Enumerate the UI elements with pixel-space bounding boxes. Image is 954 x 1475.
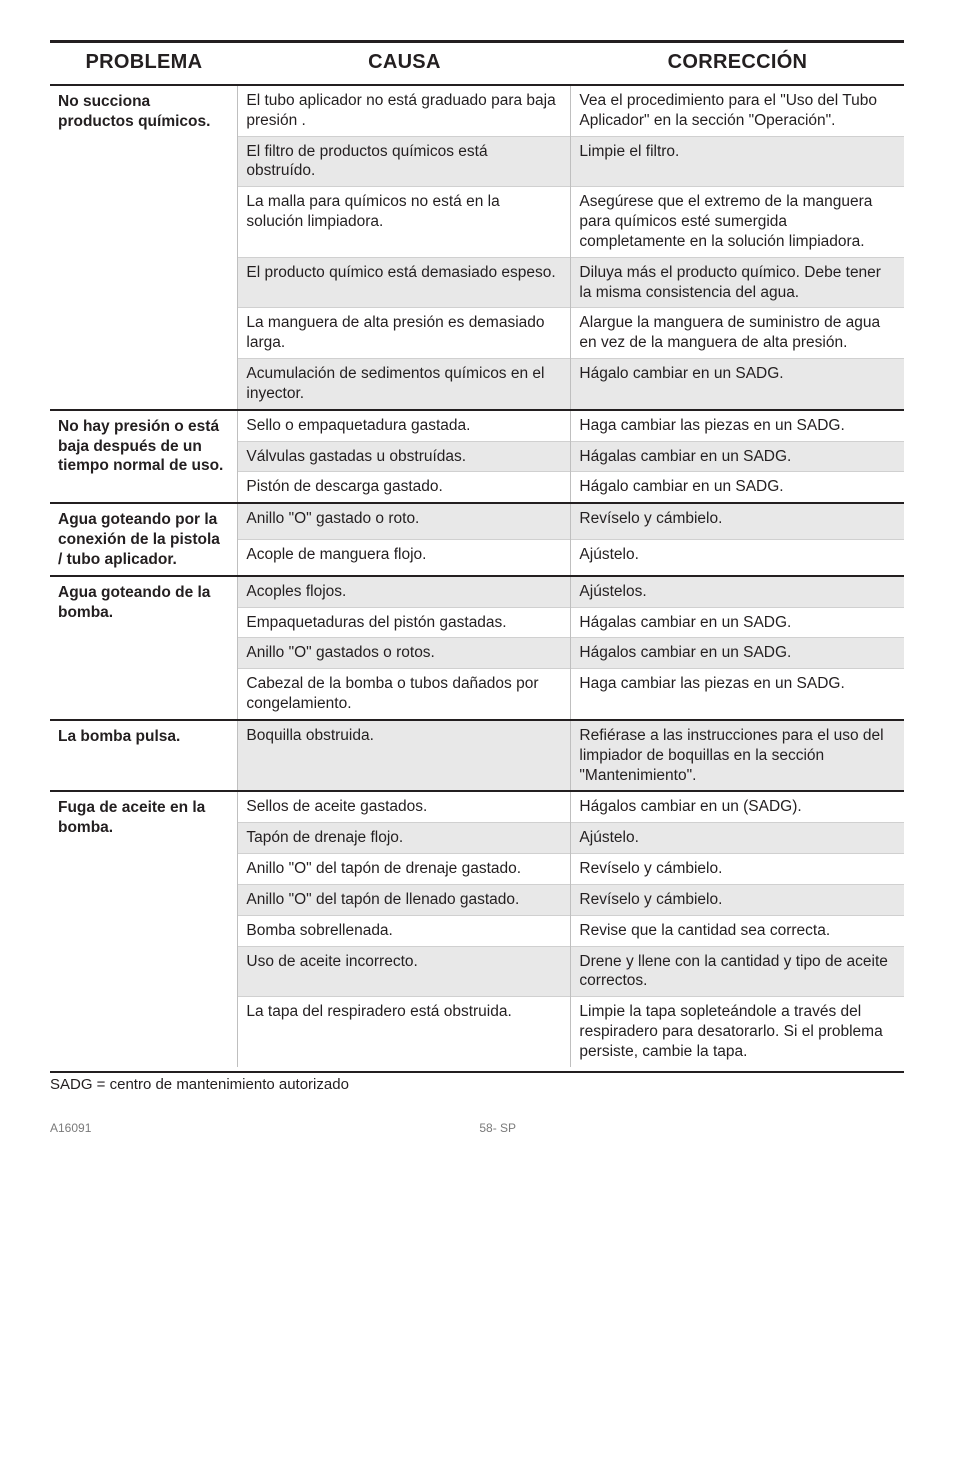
causa-cell: Anillo "O" gastado o roto. <box>238 503 571 539</box>
header-problema: PROBLEMA <box>50 42 238 86</box>
correccion-cell: Revíselo y cámbielo. <box>571 854 904 885</box>
causa-cell: Acumulación de sedimentos químicos en el… <box>238 359 571 410</box>
correccion-cell: Revise que la cantidad sea correcta. <box>571 915 904 946</box>
correccion-cell: Refiérase a las instrucciones para el us… <box>571 720 904 791</box>
causa-cell: Cabezal de la bomba o tubos dañados por … <box>238 669 571 720</box>
correccion-cell: Diluya más el producto químico. Debe ten… <box>571 257 904 308</box>
causa-cell: Válvulas gastadas u obstruídas. <box>238 441 571 472</box>
header-correccion: CORRECCIÓN <box>571 42 904 86</box>
correccion-cell: Hágalo cambiar en un SADG. <box>571 359 904 410</box>
correccion-cell: Alargue la manguera de suministro de agu… <box>571 308 904 359</box>
causa-cell: Anillo "O" del tapón de llenado gastado. <box>238 884 571 915</box>
page-footer: A16091 58- SP <box>50 1121 904 1135</box>
causa-cell: Bomba sobrellenada. <box>238 915 571 946</box>
footer-left: A16091 <box>50 1121 91 1135</box>
problema-cell: La bomba pulsa. <box>50 720 238 791</box>
causa-cell: La malla para químicos no está en la sol… <box>238 187 571 257</box>
causa-cell: Tapón de drenaje flojo. <box>238 823 571 854</box>
correccion-cell: Limpie el filtro. <box>571 136 904 187</box>
causa-cell: Acoples flojos. <box>238 576 571 607</box>
correccion-cell: Hágalas cambiar en un SADG. <box>571 441 904 472</box>
causa-cell: Empaquetaduras del pistón gastadas. <box>238 607 571 638</box>
correccion-cell: Revíselo y cámbielo. <box>571 503 904 539</box>
correccion-cell: Vea el procedimiento para el "Uso del Tu… <box>571 85 904 136</box>
causa-cell: El tubo aplicador no está graduado para … <box>238 85 571 136</box>
correccion-cell: Ajústelos. <box>571 576 904 607</box>
footnote: SADG = centro de mantenimiento autorizad… <box>50 1071 904 1093</box>
correccion-cell: Ajústelo. <box>571 823 904 854</box>
footer-center: 58- SP <box>479 1121 516 1135</box>
problema-cell: No succiona productos químicos. <box>50 85 238 410</box>
causa-cell: Uso de aceite incorrecto. <box>238 946 571 997</box>
problema-cell: Agua goteando de la bomba. <box>50 576 238 720</box>
causa-cell: Sello o empaquetadura gastada. <box>238 410 571 441</box>
correccion-cell: Revíselo y cámbielo. <box>571 884 904 915</box>
causa-cell: Sellos de aceite gastados. <box>238 791 571 822</box>
correccion-cell: Haga cambiar las piezas en un SADG. <box>571 669 904 720</box>
causa-cell: La manguera de alta presión es demasiado… <box>238 308 571 359</box>
causa-cell: Anillo "O" del tapón de drenaje gastado. <box>238 854 571 885</box>
correccion-cell: Hágalos cambiar en un (SADG). <box>571 791 904 822</box>
correccion-cell: Asegúrese que el extremo de la manguera … <box>571 187 904 257</box>
correccion-cell: Hágalos cambiar en un SADG. <box>571 638 904 669</box>
correccion-cell: Ajústelo. <box>571 539 904 575</box>
causa-cell: Anillo "O" gastados o rotos. <box>238 638 571 669</box>
causa-cell: El filtro de productos químicos está obs… <box>238 136 571 187</box>
problema-cell: Fuga de aceite en la bomba. <box>50 791 238 1066</box>
problema-cell: Agua goteando por la conexión de la pist… <box>50 503 238 575</box>
correccion-cell: Hágalo cambiar en un SADG. <box>571 472 904 503</box>
correccion-cell: Haga cambiar las piezas en un SADG. <box>571 410 904 441</box>
causa-cell: El producto químico está demasiado espes… <box>238 257 571 308</box>
causa-cell: La tapa del respiradero está obstruida. <box>238 997 571 1067</box>
correccion-cell: Drene y llene con la cantidad y tipo de … <box>571 946 904 997</box>
problema-cell: No hay presión o está baja después de un… <box>50 410 238 503</box>
causa-cell: Pistón de descarga gastado. <box>238 472 571 503</box>
causa-cell: Acople de manguera flojo. <box>238 539 571 575</box>
correccion-cell: Limpie la tapa sopleteándole a través de… <box>571 997 904 1067</box>
header-causa: CAUSA <box>238 42 571 86</box>
correccion-cell: Hágalas cambiar en un SADG. <box>571 607 904 638</box>
causa-cell: Boquilla obstruida. <box>238 720 571 791</box>
troubleshooting-table: PROBLEMA CAUSA CORRECCIÓN No succiona pr… <box>50 40 904 1067</box>
